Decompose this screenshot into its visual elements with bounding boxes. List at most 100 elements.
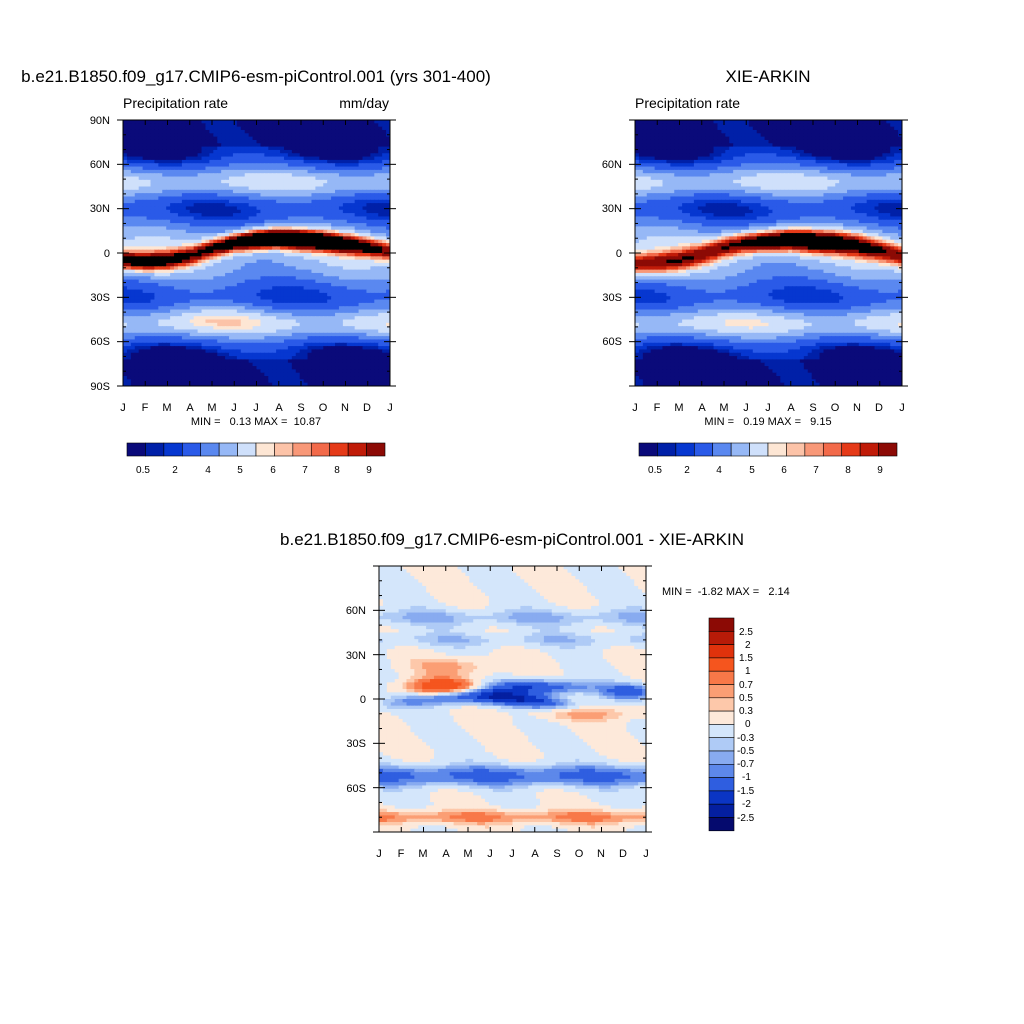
contour-cell <box>138 199 144 204</box>
contour-cell <box>158 296 163 301</box>
contour-cell <box>154 302 159 307</box>
contour-cell <box>205 326 210 331</box>
contour-cell <box>138 246 144 251</box>
contour-cell <box>260 149 265 154</box>
contour-cell <box>209 316 214 321</box>
contour-cell <box>177 256 183 261</box>
contour-cell <box>240 149 246 154</box>
contour-cell <box>126 309 132 314</box>
contour-cell <box>268 292 273 297</box>
contour-cell <box>236 352 242 357</box>
contour-cell <box>386 213 390 218</box>
contour-cell <box>276 199 281 204</box>
contour-cell <box>229 316 234 321</box>
contour-cell <box>193 253 199 257</box>
contour-cell <box>350 356 356 361</box>
contour-cell <box>146 299 152 304</box>
contour-cell <box>358 336 364 341</box>
contour-cell <box>354 276 360 281</box>
contour-cell <box>378 309 383 314</box>
contour-cell <box>260 352 265 357</box>
contour-cell <box>338 256 344 261</box>
contour-cell <box>358 266 364 271</box>
contour-cell <box>256 183 262 188</box>
contour-cell <box>335 176 340 181</box>
contour-cell <box>256 169 262 174</box>
contour-cell <box>232 316 238 321</box>
contour-cell <box>260 173 265 178</box>
contour-cell <box>370 136 375 141</box>
contour-cell <box>225 253 230 257</box>
contour-cell <box>174 143 179 148</box>
contour-cell <box>185 306 191 311</box>
contour-cell <box>315 286 320 291</box>
contour-cell <box>338 346 344 351</box>
contour-cell <box>170 189 175 194</box>
contour-cell <box>311 223 316 227</box>
contour-cell <box>268 349 273 354</box>
contour-cell <box>240 176 246 181</box>
contour-cell <box>162 233 167 237</box>
contour-cell <box>260 223 265 227</box>
contour-cell <box>280 153 285 158</box>
contour-cell <box>362 296 368 301</box>
contour-cell <box>225 306 230 311</box>
contour-cell <box>166 276 171 281</box>
contour-cell <box>287 159 293 164</box>
contour-cell <box>177 243 183 247</box>
contour-cell <box>299 316 305 321</box>
contour-cell <box>370 163 375 168</box>
contour-cell <box>162 223 167 227</box>
contour-cell <box>123 193 128 198</box>
contour-cell <box>248 239 254 244</box>
contour-cell <box>193 179 199 184</box>
contour-cell <box>338 236 344 241</box>
contour-cell <box>138 332 144 337</box>
contour-cell <box>201 229 207 234</box>
contour-cell <box>181 189 187 194</box>
contour-cell <box>150 322 156 327</box>
contour-cell <box>264 146 269 151</box>
contour-cell <box>229 269 234 274</box>
contour-cell <box>158 292 163 297</box>
contour-cell <box>162 136 167 141</box>
contour-cell <box>366 249 371 254</box>
contour-cell <box>205 209 210 214</box>
contour-cell <box>311 299 316 304</box>
contour-cell <box>134 272 140 277</box>
contour-cell <box>370 146 375 151</box>
contour-cell <box>146 159 152 164</box>
contour-cell <box>158 186 163 191</box>
contour-cell <box>327 176 332 181</box>
contour-cell <box>386 219 390 224</box>
contour-cell <box>382 139 387 144</box>
contour-cell <box>323 292 328 297</box>
contour-cell <box>386 332 390 337</box>
contour-cell <box>205 169 210 174</box>
contour-cell <box>256 173 262 178</box>
contour-cell <box>229 223 234 227</box>
contour-cell <box>213 123 218 128</box>
contour-cell <box>181 193 187 198</box>
contour-cell <box>232 249 238 254</box>
contour-cell <box>272 282 277 287</box>
contour-cell <box>338 342 344 347</box>
contour-cell <box>338 336 344 341</box>
contour-cell <box>174 249 179 254</box>
contour-cell <box>217 236 222 241</box>
contour-cell <box>264 159 269 164</box>
contour-cell <box>362 139 368 144</box>
contour-cell <box>354 189 360 194</box>
contour-cell <box>370 133 375 138</box>
contour-cell <box>315 136 320 141</box>
contour-cell <box>166 339 171 344</box>
contour-cell <box>280 199 285 204</box>
contour-cell <box>346 349 352 354</box>
contour-cell <box>370 309 375 314</box>
contour-cell <box>295 183 301 188</box>
contour-cell <box>374 219 379 224</box>
contour-cell <box>307 359 313 364</box>
contour-cell <box>311 319 316 324</box>
contour-cell <box>201 359 207 364</box>
contour-cell <box>201 123 207 128</box>
